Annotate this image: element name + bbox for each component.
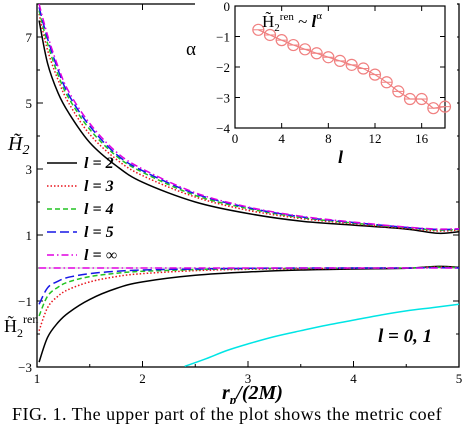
legend-label: l = 5 xyxy=(84,224,114,241)
y-tick-label: 7 xyxy=(26,30,33,45)
x-tick-label: 4 xyxy=(350,371,357,386)
legend-label: l = ∞ xyxy=(84,247,117,264)
legend-label: l = 4 xyxy=(84,201,114,218)
series-line-lower-1 xyxy=(38,265,460,363)
inset-y-label: α xyxy=(186,39,196,60)
y-tick-label: 3 xyxy=(26,162,33,177)
legend-label: l = 2 xyxy=(84,155,114,172)
series-line-lower-3 xyxy=(38,266,460,317)
lower-y-label: H̃2ren xyxy=(4,312,38,340)
legend-label: l = 3 xyxy=(84,178,114,195)
inset-x-tick-label: 8 xyxy=(325,131,332,146)
inset-x-tick-label: 16 xyxy=(415,131,429,146)
inset-y-tick-label: −2 xyxy=(216,60,230,75)
upper-y-label: H̃2 xyxy=(7,132,29,158)
series-line-lower-2 xyxy=(38,266,460,331)
series-line-lower-4 xyxy=(38,266,460,305)
main-series-lines xyxy=(38,3,460,368)
y-tick-label: 5 xyxy=(26,96,33,111)
y-tick-label: 1 xyxy=(26,228,33,243)
legend: l = 2 l = 3 l = 4 l = 5 l = ∞ xyxy=(47,155,117,264)
inset-y-tick-label: 0 xyxy=(224,0,231,14)
annotation-l01: l = 0, 1 xyxy=(378,326,432,347)
x-axis-label: rp/(2M) xyxy=(222,382,283,404)
inset-x-label: l xyxy=(338,147,343,167)
y-tick-label: −3 xyxy=(18,360,32,375)
inset-y-tick-label: −1 xyxy=(216,30,230,45)
figure-caption: FIG. 1. The upper part of the plot shows… xyxy=(12,404,443,424)
series-line-lower-6 xyxy=(184,303,460,368)
y-tick-label: −1 xyxy=(18,294,32,309)
inset-background xyxy=(195,2,457,170)
inset-y-tick-label: −4 xyxy=(216,121,230,136)
inset-x-tick-label: 0 xyxy=(232,131,239,146)
inset-x-tick-label: 12 xyxy=(369,131,382,146)
series-line-upper-5 xyxy=(38,3,460,230)
x-tick-label: 5 xyxy=(456,371,463,386)
inset-y-tick-label: −3 xyxy=(216,91,230,106)
x-tick-label: 1 xyxy=(34,371,41,386)
series-line-upper-4 xyxy=(38,7,460,231)
inset-x-tick-label: 4 xyxy=(278,131,285,146)
x-tick-label: 3 xyxy=(245,371,252,386)
x-tick-label: 2 xyxy=(139,371,146,386)
